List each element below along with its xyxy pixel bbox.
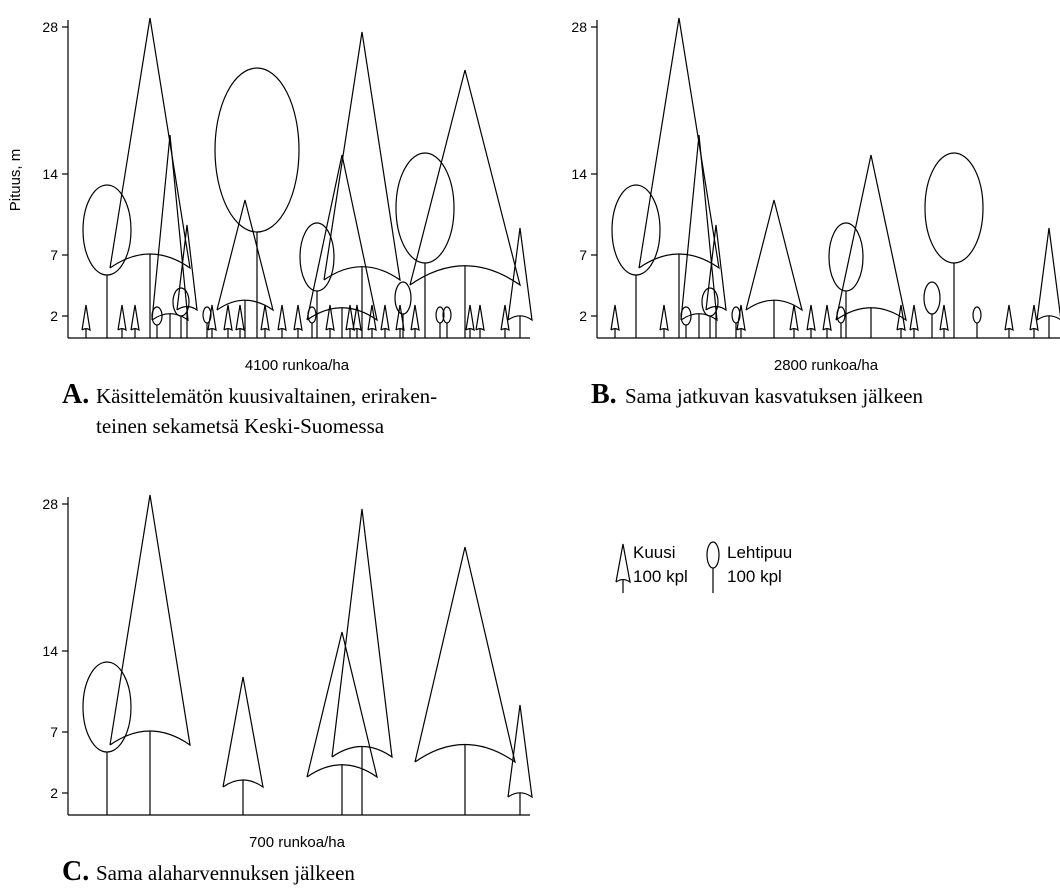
deciduous <box>83 185 131 275</box>
spruce <box>223 677 263 787</box>
legend: Kuusi 100 kpl Lehtipuu 100 kpl <box>616 542 792 593</box>
spruce <box>660 305 668 330</box>
deciduous <box>924 282 940 314</box>
deciduous <box>83 662 131 752</box>
spruce <box>217 200 273 310</box>
y-tick-label: 7 <box>50 724 58 740</box>
deciduous <box>395 282 411 314</box>
density-label: 2800 runkoa/ha <box>774 357 879 374</box>
legend-label: Kuusi <box>633 543 676 562</box>
deciduous <box>612 185 660 275</box>
y-tick-label: 28 <box>42 19 58 35</box>
y-tick-label: 14 <box>42 166 58 182</box>
y-tick-label: 28 <box>571 19 587 35</box>
spruce <box>324 32 400 280</box>
y-tick-label: 7 <box>50 247 58 263</box>
panel-letter: B. <box>591 379 617 410</box>
y-tick-label: 14 <box>42 643 58 659</box>
spruce <box>332 509 392 757</box>
spruce <box>1037 228 1060 320</box>
y-tick-label: 28 <box>42 496 58 512</box>
y-tick-label: 2 <box>579 308 587 324</box>
caption: teinen sekametsä Keski-Suomessa <box>96 414 385 438</box>
spruce <box>807 305 815 330</box>
spruce <box>307 632 377 777</box>
deciduous <box>215 68 299 232</box>
panel: 28 14 7 2 2800 runkoa/ha B. Sama jatkuvan kasv… <box>571 18 1060 410</box>
y-tick-label: 7 <box>579 247 587 263</box>
spruce <box>466 305 474 330</box>
deciduous <box>396 153 454 263</box>
spruce <box>294 305 302 330</box>
spruce <box>476 305 484 330</box>
y-tick-label: 14 <box>571 166 587 182</box>
panel: 28 14 7 2 4100 runkoa/ha A. Käsittelemätön kuu… <box>42 18 532 438</box>
deciduous <box>925 153 983 263</box>
spruce <box>224 305 232 330</box>
spruce <box>278 305 286 330</box>
spruce <box>616 544 630 582</box>
deciduous <box>707 542 719 568</box>
spruce <box>415 547 515 762</box>
spruce <box>118 305 126 330</box>
spruce <box>746 200 802 310</box>
diagram: Pituus, m 28 14 7 2 4100 runkoa/ha A. Käsittel… <box>0 0 1060 888</box>
spruce <box>681 135 717 320</box>
spruce <box>508 705 532 797</box>
legend-count: 100 kpl <box>633 567 688 586</box>
density-label: 700 runkoa/ha <box>249 834 346 851</box>
spruce <box>790 305 798 330</box>
y-axis-label: Pituus, m <box>7 149 24 212</box>
panel-letter: C. <box>62 856 89 887</box>
spruce <box>611 305 619 330</box>
caption: Käsittelemätön kuusivaltainen, eriraken- <box>96 384 437 408</box>
spruce <box>381 305 389 330</box>
deciduous <box>973 307 981 323</box>
spruce <box>110 18 190 268</box>
density-label: 4100 runkoa/ha <box>245 357 350 374</box>
deciduous <box>829 223 863 291</box>
spruce <box>823 305 831 330</box>
spruce <box>639 18 719 268</box>
panel-letter: A. <box>62 379 89 410</box>
spruce <box>131 305 139 330</box>
spruce <box>236 305 244 330</box>
y-tick-label: 2 <box>50 308 58 324</box>
spruce <box>1005 305 1013 330</box>
legend-count: 100 kpl <box>727 567 782 586</box>
spruce <box>261 305 269 330</box>
spruce <box>110 495 190 745</box>
spruce <box>940 305 948 330</box>
caption: Sama jatkuvan kasvatuksen jälkeen <box>625 384 923 408</box>
deciduous <box>300 223 334 291</box>
spruce <box>508 228 532 320</box>
caption: Sama alaharvennuksen jälkeen <box>96 861 355 885</box>
y-tick-label: 2 <box>50 785 58 801</box>
spruce <box>411 305 419 330</box>
spruce <box>910 305 918 330</box>
panel: 28 14 7 2 700 runkoa/ha C. Sama alaharvennukse… <box>42 495 532 887</box>
legend-label: Lehtipuu <box>727 543 792 562</box>
spruce <box>152 135 188 320</box>
spruce <box>82 305 90 330</box>
spruce <box>410 70 520 285</box>
